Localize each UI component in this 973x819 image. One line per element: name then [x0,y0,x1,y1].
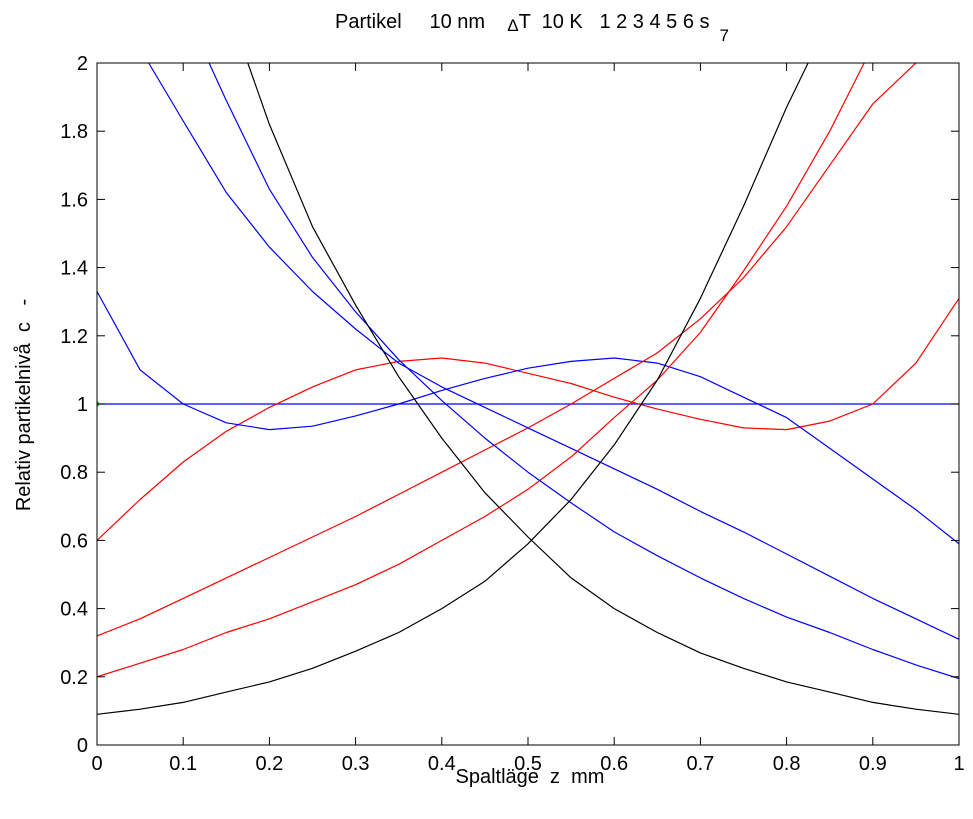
title-suffix: T 10 K 1 2 3 4 5 6 s [519,11,710,33]
x-tick-label: 0.6 [600,753,628,775]
y-tick-label: 1.4 [60,258,88,280]
series-8-line [97,63,809,715]
x-tick-label: 0.1 [169,753,197,775]
y-tick-label: 0.8 [60,462,88,484]
chart-title: Partikel 10 nm ΔT 10 K 1 2 3 4 5 6 s 7 [335,11,729,45]
y-tick-label: 1.8 [60,121,88,143]
y-tick-label: 1.6 [60,189,88,211]
y-tick-label: 0 [77,735,88,757]
x-tick-label: 0.3 [342,753,370,775]
x-tick-label: 0.9 [859,753,887,775]
x-axis-label: Spaltläge z mm [456,766,605,788]
x-tick-label: 0.4 [428,753,456,775]
series-layer [97,63,959,715]
y-tick-label: 1.2 [60,326,88,348]
x-tick-label: 0.7 [686,753,714,775]
title-subscript: 7 [720,26,729,45]
title-prefix: Partikel 10 nm [335,11,507,33]
x-tick-label: 0.5 [514,753,542,775]
axes-layer: 0 0.1 0.2 0.3 0.4 0.5 0.6 0.7 0.8 0.9 1 0 0.2 0.4 0.6 0… [60,53,964,775]
series-6-line [97,63,865,678]
x-tick-label: 0 [91,753,102,775]
y-tick-label: 2 [77,53,88,75]
y-tick-label: 1 [77,394,88,416]
series-3-line [97,291,959,545]
series-5-line [148,63,959,640]
series-7-line [208,63,959,680]
y-tick-label: 0.2 [60,667,88,689]
x-tick-label: 1 [953,753,964,775]
series-2-line [97,297,959,541]
y-tick-label: 0.4 [60,599,88,621]
x-tick-label: 0.8 [773,753,801,775]
y-tick-label: 0.6 [60,530,88,552]
y-axis-label: Relativ partikelnivå c - [13,299,35,511]
title-delta: Δ [507,16,518,35]
series-9-line [247,63,959,715]
x-tick-label: 0.2 [255,753,283,775]
series-4-line [97,63,917,637]
